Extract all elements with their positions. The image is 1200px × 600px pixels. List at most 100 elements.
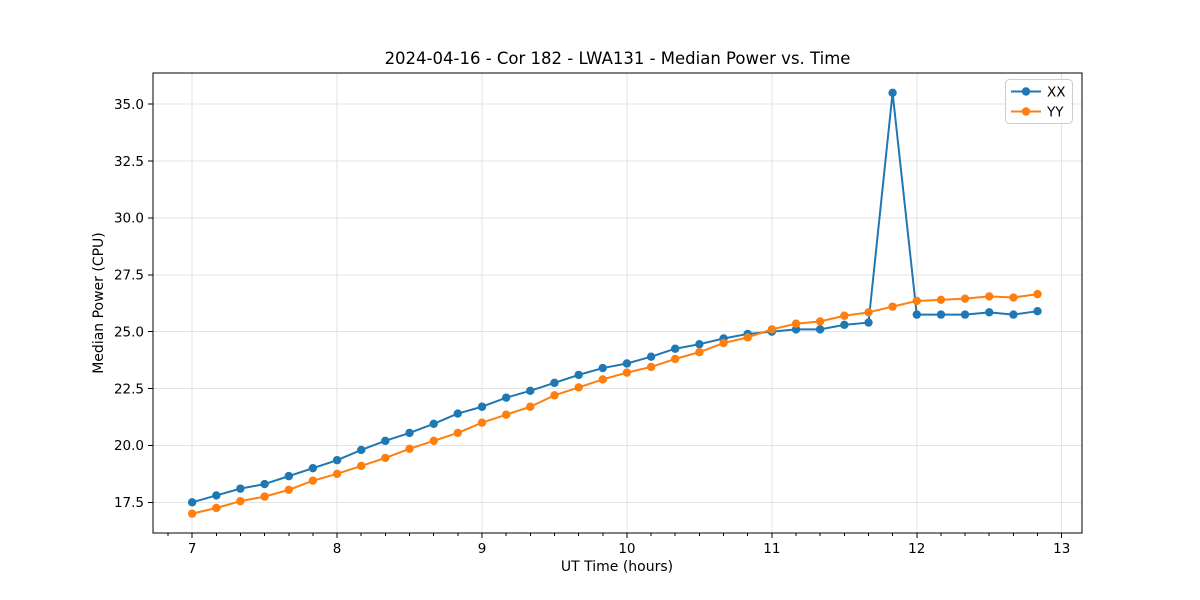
legend-marker [1021, 107, 1031, 116]
data-point-yy [187, 509, 197, 518]
data-point-yy [429, 436, 438, 446]
series-yy-line [191, 293, 1038, 515]
data-point-yy [815, 317, 825, 326]
data-point-yy [936, 295, 946, 305]
data-point-yy [695, 347, 704, 357]
legend-item-yy: YY [1011, 104, 1064, 120]
legend-marker [1021, 87, 1031, 96]
data-point-yy [332, 469, 342, 479]
legend-label: XX [1047, 84, 1066, 100]
data-point-xx [212, 491, 221, 500]
data-point-xx [260, 479, 269, 489]
data-point-xx [308, 463, 318, 473]
y-tick-label: 30.0 [114, 211, 144, 227]
data-point-yy [670, 354, 680, 364]
tick-labels: 7 8 9 10 11 12 13 17.5 20.0 22.5 25.0 27.5 30.0 32.5 3… [114, 97, 1070, 557]
x-tick-label: 11 [763, 541, 780, 557]
data-point-xx [646, 352, 656, 361]
data-point-xx [622, 359, 632, 368]
data-point-yy [888, 302, 897, 311]
series-xx [187, 88, 1042, 507]
y-tick-label: 27.5 [114, 268, 144, 284]
data-point-yy [477, 418, 487, 427]
data-point-xx [550, 378, 559, 388]
y-tick-label: 32.5 [114, 154, 144, 170]
data-point-xx [284, 471, 293, 481]
y-tick-label: 20.0 [114, 438, 144, 454]
data-point-yy [719, 338, 728, 348]
data-point-yy [236, 496, 245, 506]
data-point-xx [236, 484, 245, 493]
data-point-xx [381, 436, 390, 446]
data-point-xx [815, 325, 825, 334]
data-point-yy [1033, 289, 1042, 299]
x-tick-label: 10 [618, 541, 635, 557]
data-point-xx [501, 393, 511, 402]
chart-title: 2024-04-16 - Cor 182 - LWA131 - Median P… [384, 49, 851, 68]
data-point-xx [864, 318, 873, 327]
x-tick-label: 8 [333, 541, 342, 557]
data-point-xx [1033, 306, 1042, 316]
data-point-yy [743, 333, 752, 342]
data-point-xx [477, 402, 487, 411]
data-point-xx [960, 310, 970, 319]
data-point-yy [960, 294, 970, 303]
data-point-xx [598, 363, 607, 373]
series-yy [187, 289, 1042, 518]
data-point-xx [453, 409, 462, 418]
x-tick-label: 7 [188, 541, 197, 557]
data-point-yy [526, 402, 535, 411]
data-point-yy [985, 292, 994, 301]
data-point-yy [212, 503, 221, 513]
data-point-yy [622, 368, 632, 377]
y-tick-label: 35.0 [114, 97, 144, 113]
data-point-yy [357, 461, 366, 471]
data-point-xx [332, 456, 342, 465]
data-point-xx [888, 88, 897, 97]
data-point-yy [912, 296, 921, 306]
data-point-xx [405, 428, 414, 438]
data-point-yy [284, 485, 293, 494]
data-point-xx [912, 310, 921, 319]
legend-label: YY [1046, 104, 1064, 120]
data-point-yy [864, 308, 873, 317]
data-point-xx [187, 498, 197, 507]
legend-item-xx: XX [1011, 84, 1066, 100]
x-tick-label: 9 [478, 541, 487, 557]
data-point-xx [840, 320, 849, 330]
data-point-yy [260, 492, 269, 501]
data-point-yy [598, 375, 607, 384]
axes-border [152, 72, 1083, 534]
data-point-xx [429, 419, 438, 428]
ticks [148, 103, 1063, 538]
x-tick-label: 13 [1053, 541, 1070, 557]
data-point-xx [526, 386, 535, 396]
x-axis-label: UT Time (hours) [560, 559, 674, 575]
data-point-yy [767, 325, 777, 334]
series-xx-line [191, 91, 1038, 504]
y-tick-label: 22.5 [114, 381, 144, 397]
data-point-yy [501, 410, 511, 419]
data-point-xx [357, 445, 366, 455]
y-tick-label: 25.0 [114, 324, 144, 340]
data-point-yy [840, 311, 849, 320]
data-point-xx [670, 344, 680, 353]
data-point-yy [646, 362, 656, 372]
data-point-yy [791, 319, 801, 328]
data-point-yy [574, 383, 583, 392]
y-tick-label: 17.5 [114, 495, 144, 511]
data-point-yy [1009, 293, 1018, 302]
y-axis-label: Median Power (CPU) [91, 232, 107, 374]
data-point-yy [453, 428, 462, 438]
data-point-xx [936, 310, 946, 319]
data-point-xx [695, 339, 704, 349]
data-point-yy [381, 453, 390, 463]
data-point-yy [550, 391, 559, 400]
data-point-xx [1009, 310, 1018, 319]
x-tick-label: 12 [908, 541, 925, 557]
data-point-xx [985, 308, 994, 317]
data-point-xx [574, 370, 583, 380]
legend: XX YY [1005, 79, 1073, 124]
